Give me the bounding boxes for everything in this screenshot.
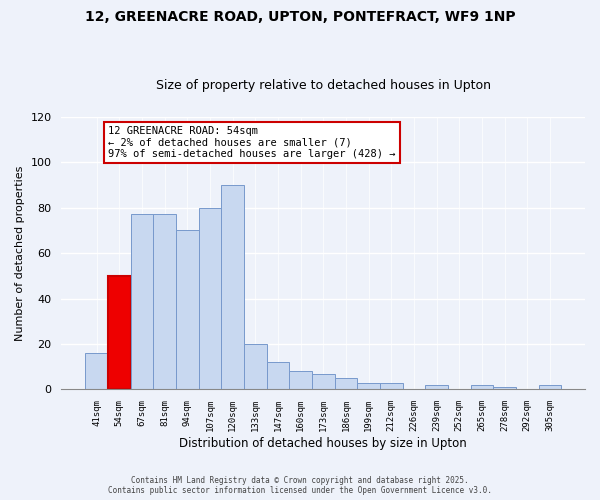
Bar <box>153 214 176 390</box>
Bar <box>244 344 266 390</box>
Text: 12, GREENACRE ROAD, UPTON, PONTEFRACT, WF9 1NP: 12, GREENACRE ROAD, UPTON, PONTEFRACT, W… <box>85 10 515 24</box>
Y-axis label: Number of detached properties: Number of detached properties <box>15 166 25 341</box>
Bar <box>470 385 493 390</box>
Bar <box>493 387 516 390</box>
Bar <box>357 382 380 390</box>
Bar <box>199 208 221 390</box>
Bar <box>312 374 335 390</box>
Bar <box>539 385 561 390</box>
X-axis label: Distribution of detached houses by size in Upton: Distribution of detached houses by size … <box>179 437 467 450</box>
Bar <box>380 382 403 390</box>
Bar <box>266 362 289 390</box>
Bar <box>425 385 448 390</box>
Text: 12 GREENACRE ROAD: 54sqm
← 2% of detached houses are smaller (7)
97% of semi-det: 12 GREENACRE ROAD: 54sqm ← 2% of detache… <box>108 126 395 159</box>
Bar <box>131 214 153 390</box>
Title: Size of property relative to detached houses in Upton: Size of property relative to detached ho… <box>156 79 491 92</box>
Bar <box>335 378 357 390</box>
Bar <box>289 372 312 390</box>
Text: Contains HM Land Registry data © Crown copyright and database right 2025.
Contai: Contains HM Land Registry data © Crown c… <box>108 476 492 495</box>
Bar <box>176 230 199 390</box>
Bar <box>85 353 108 390</box>
Bar <box>108 276 131 390</box>
Bar <box>221 185 244 390</box>
